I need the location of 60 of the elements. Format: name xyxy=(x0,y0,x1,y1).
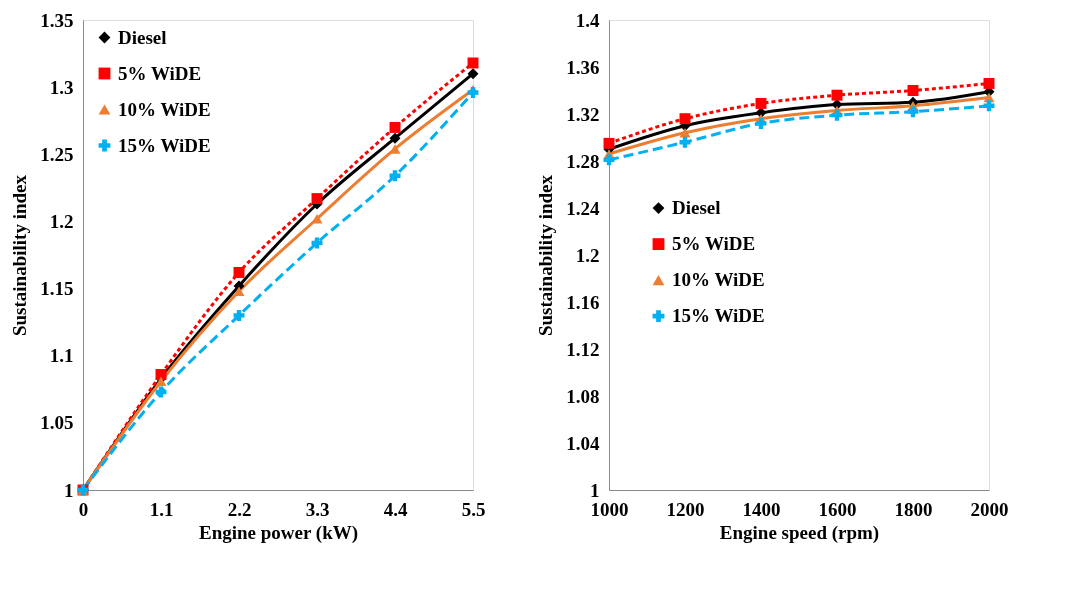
x-tick-label: 3.3 xyxy=(305,498,330,520)
x-tick-label: 1.1 xyxy=(149,498,174,520)
y-tick-label: 1 xyxy=(590,479,600,501)
y-tick-label: 1.24 xyxy=(566,197,600,219)
y-axis-title: Sustainability index xyxy=(9,174,31,337)
x-axis-title: Engine power (kW) xyxy=(198,521,359,544)
point xyxy=(389,132,401,144)
point xyxy=(233,266,245,278)
point xyxy=(983,77,995,89)
y-tick-label: 1.3 xyxy=(49,76,74,98)
y-axis-title: Sustainability index xyxy=(535,174,557,337)
y-tick-label: 1.2 xyxy=(575,244,600,266)
y-tick-label: 1.36 xyxy=(566,56,600,78)
x-tick-label: 5.5 xyxy=(461,498,486,520)
legend-label: 15% WiDE xyxy=(118,134,211,156)
x-tick-label: 1000 xyxy=(590,498,629,520)
point xyxy=(679,113,691,125)
point xyxy=(755,117,767,129)
legend-label: 15% WiDE xyxy=(672,305,765,327)
point xyxy=(755,97,767,109)
y-tick-label: 1.15 xyxy=(40,278,74,300)
y-tick-label: 1.04 xyxy=(566,432,600,454)
point xyxy=(389,121,401,133)
point xyxy=(311,193,323,205)
y-tick-label: 1.28 xyxy=(566,150,600,172)
y-tick-label: 1.25 xyxy=(40,143,74,165)
legend-label: 10% WiDE xyxy=(672,269,765,291)
legend-label: Diesel xyxy=(118,26,167,48)
x-axis-title: Engine speed (rpm) xyxy=(719,521,880,544)
point xyxy=(907,85,919,96)
legend-label: Diesel xyxy=(672,197,721,219)
x-tick-label: 0 xyxy=(78,498,89,520)
y-tick-label: 1.32 xyxy=(566,103,600,125)
point xyxy=(467,68,479,80)
x-tick-label: 1600 xyxy=(818,498,857,520)
y-tick-label: 1.1 xyxy=(49,345,74,367)
legend-label: 5% WiDE xyxy=(672,233,756,255)
legend-label: 5% WiDE xyxy=(118,62,202,84)
x-tick-label: 1400 xyxy=(742,498,781,520)
point xyxy=(467,57,479,69)
y-tick-label: 1.4 xyxy=(575,9,600,31)
point xyxy=(603,137,615,149)
y-tick-label: 1.35 xyxy=(40,9,74,31)
x-tick-label: 4.4 xyxy=(383,498,408,520)
y-tick-label: 1 xyxy=(64,479,74,501)
y-tick-label: 1.05 xyxy=(40,412,74,434)
point xyxy=(233,309,245,321)
point xyxy=(831,89,843,101)
y-tick-label: 1.16 xyxy=(566,291,600,313)
y-tick-label: 1.12 xyxy=(566,338,600,360)
y-tick-label: 1.08 xyxy=(566,385,600,407)
point xyxy=(679,128,691,138)
x-tick-label: 1200 xyxy=(666,498,705,520)
x-tick-label: 2.2 xyxy=(227,498,252,520)
y-tick-label: 1.2 xyxy=(49,210,74,232)
point xyxy=(907,106,919,118)
x-tick-label: 1800 xyxy=(894,498,933,520)
x-tick-label: 2000 xyxy=(970,498,1009,520)
point xyxy=(233,286,245,296)
legend-label: 10% WiDE xyxy=(118,98,211,120)
